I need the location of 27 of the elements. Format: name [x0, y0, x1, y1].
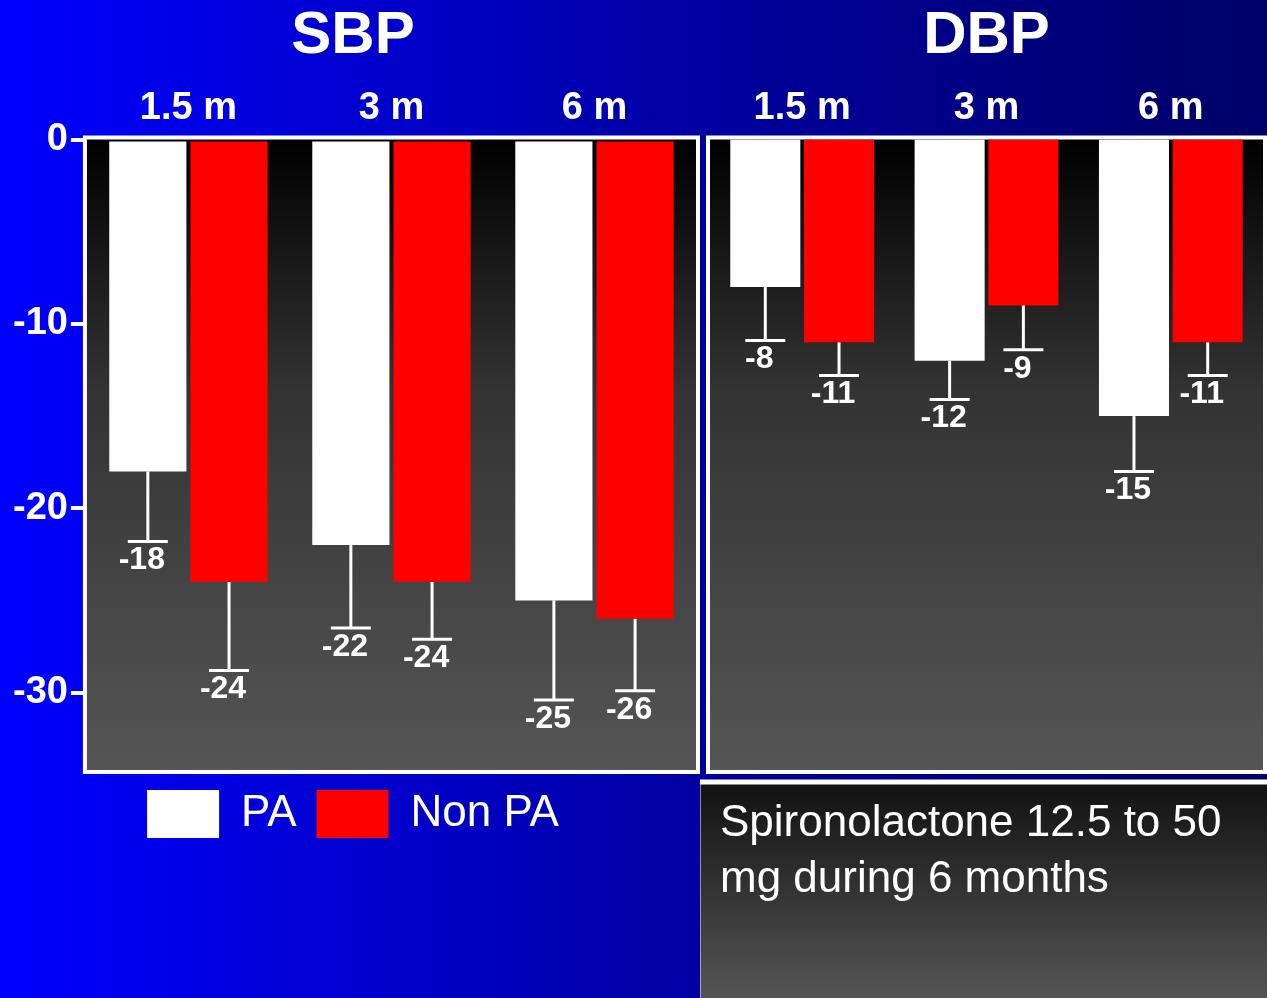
- data-label: -11: [810, 374, 856, 411]
- data-label: -9: [1003, 348, 1032, 385]
- data-label: -26: [605, 689, 653, 726]
- data-label: -15: [1104, 470, 1152, 507]
- y-tick-label: -10: [13, 300, 68, 343]
- y-tick-label: -20: [13, 484, 68, 527]
- chart-title: SBP: [291, 0, 415, 66]
- x-tick-label: 3 m: [358, 85, 425, 128]
- legend-label: PA: [241, 786, 298, 836]
- data-label: -11: [1179, 374, 1224, 411]
- legend-label: Non PA: [410, 786, 560, 836]
- text: Spironolactone 12.5 to 50 mg during 6 months: [720, 796, 1222, 902]
- x-tick-label: 3 m: [953, 85, 1020, 128]
- data-label: -8: [745, 339, 774, 376]
- data-label: -18: [118, 540, 165, 577]
- data-label: -25: [524, 698, 572, 735]
- x-tick-label: 6 m: [561, 85, 628, 128]
- data-label: -12: [920, 398, 967, 435]
- chart-title: DBP: [923, 0, 1050, 66]
- data-label: -24: [402, 637, 450, 674]
- x-tick-label: 6 m: [1138, 85, 1204, 128]
- y-tick-label: -30: [13, 669, 68, 712]
- data-label: -24: [199, 669, 247, 706]
- data-label: -22: [321, 626, 368, 663]
- x-tick-label: 1.5 m: [753, 85, 851, 128]
- x-tick-label: 1.5 m: [139, 85, 238, 128]
- y-tick-label: 0: [46, 116, 68, 159]
